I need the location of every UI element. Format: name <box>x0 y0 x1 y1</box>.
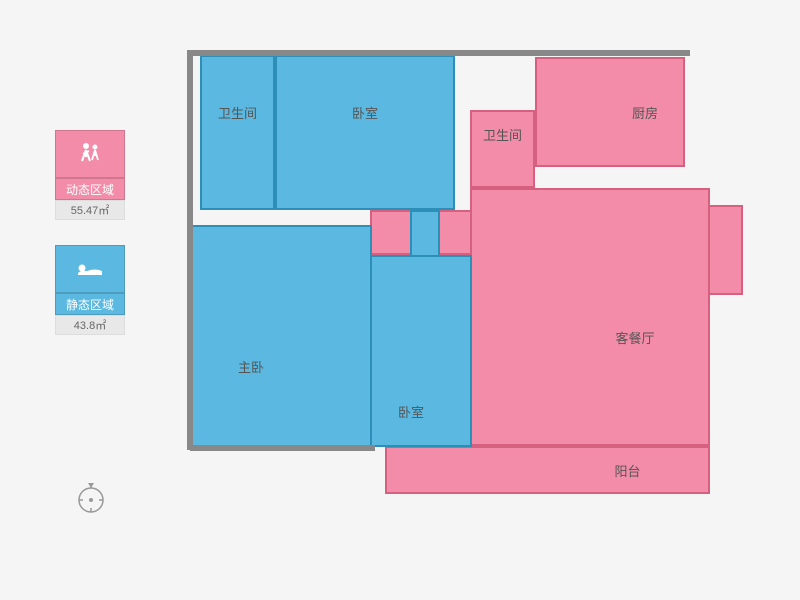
room-bath1: 卫生间 <box>200 55 275 210</box>
room-label-bed2: 卧室 <box>398 402 424 421</box>
room-living: 客餐厅 <box>470 188 710 446</box>
room-label-kitchen: 厨房 <box>632 103 658 122</box>
legend-dynamic-value: 55.47㎡ <box>55 200 125 220</box>
legend-dynamic: 动态区域 55.47㎡ <box>55 130 125 220</box>
room-label-balcony: 阳台 <box>614 461 640 480</box>
room-label-bed1: 卧室 <box>352 103 378 122</box>
legend-static-label: 静态区域 <box>55 293 125 315</box>
legend-static-value: 43.8㎡ <box>55 315 125 335</box>
floorplan: 厨房卫生间客餐厅阳台卫生间卧室主卧卧室 <box>190 45 745 545</box>
room-master: 主卧 <box>190 225 372 447</box>
wall <box>190 445 375 451</box>
room-balcony: 阳台 <box>385 446 710 494</box>
room-bed2: 卧室 <box>370 255 472 447</box>
sleep-icon <box>55 245 125 293</box>
legend-dynamic-label: 动态区域 <box>55 178 125 200</box>
room-label-living: 客餐厅 <box>615 328 654 347</box>
room-label-bath2: 卫生间 <box>483 125 522 144</box>
room-kitchen: 厨房 <box>535 57 685 167</box>
room-label-bath1: 卫生间 <box>218 103 257 122</box>
wall <box>187 50 193 450</box>
room-bath2: 卫生间 <box>470 110 535 188</box>
room-label-master: 主卧 <box>238 357 264 376</box>
people-icon <box>55 130 125 178</box>
legend-static: 静态区域 43.8㎡ <box>55 245 125 335</box>
wall <box>190 50 690 56</box>
compass-icon <box>75 480 107 521</box>
room-bed1: 卧室 <box>275 55 455 210</box>
room-corridor <box>410 210 440 257</box>
room-balcony_r <box>708 205 743 295</box>
legend: 动态区域 55.47㎡ 静态区域 43.8㎡ <box>55 130 125 360</box>
